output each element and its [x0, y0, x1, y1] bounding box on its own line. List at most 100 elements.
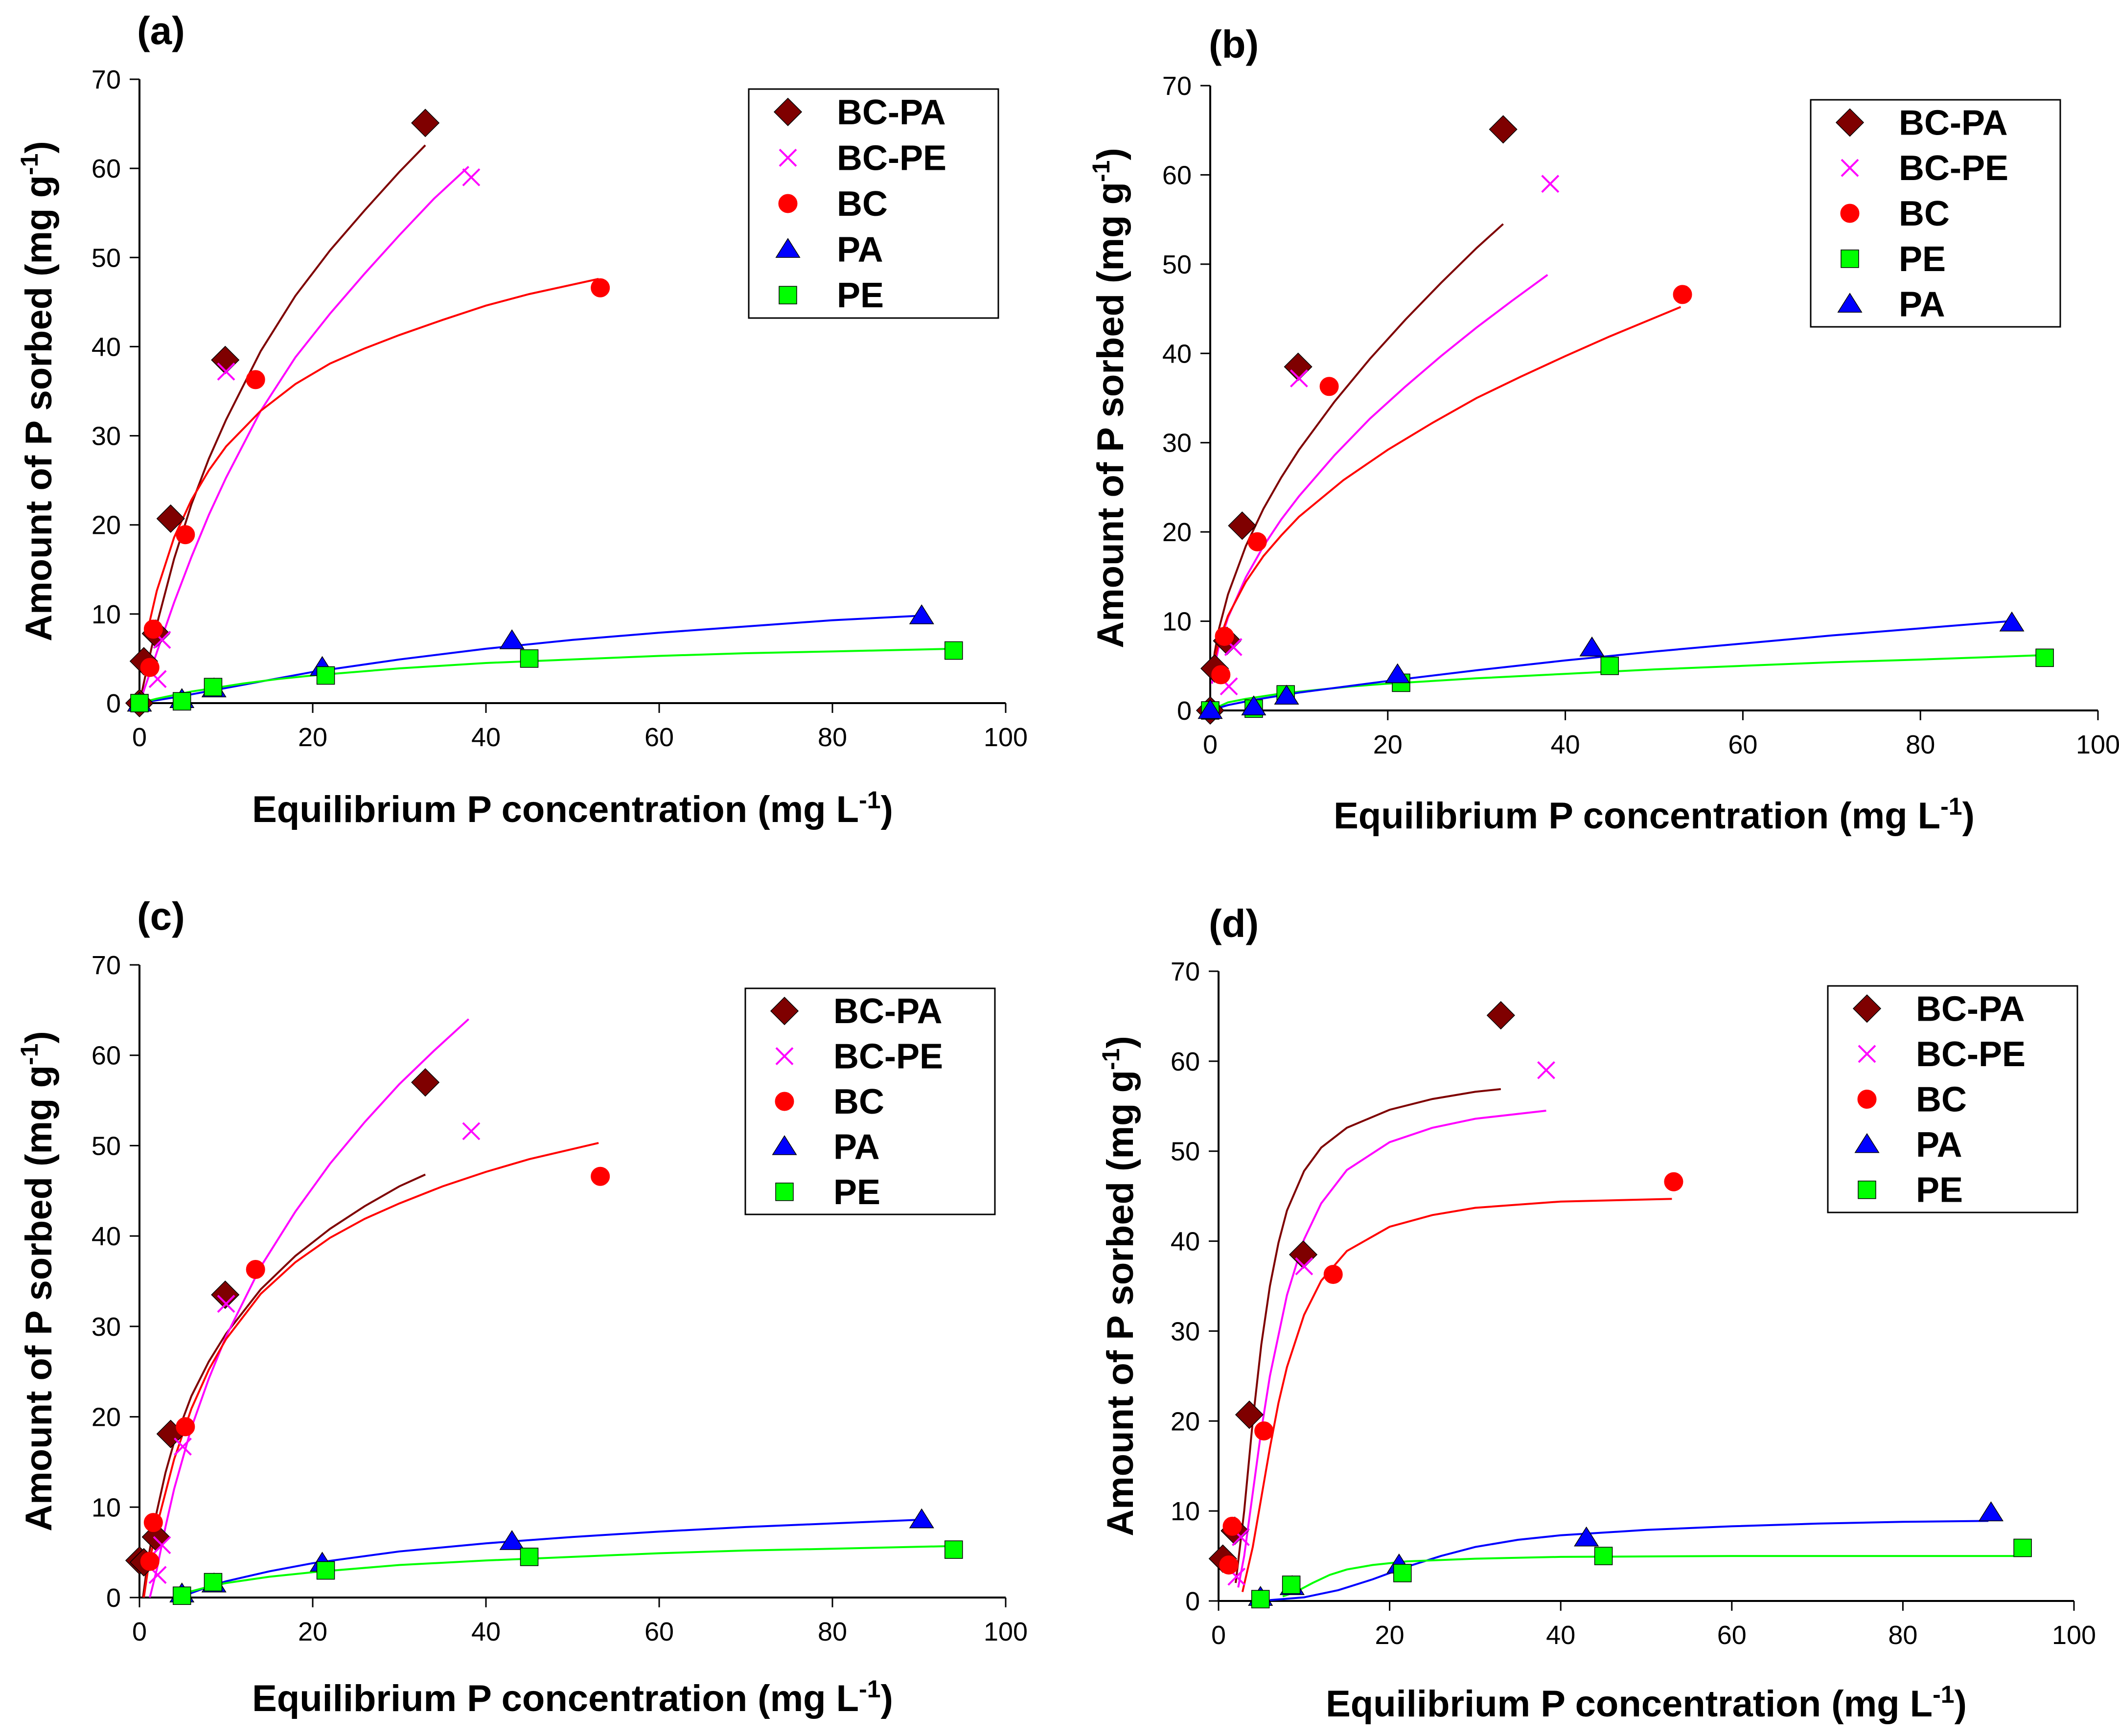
fit-curve-bc-pa: [1211, 223, 1504, 675]
series-pe: [172, 1540, 963, 1605]
legend-marker-pa: [775, 238, 801, 258]
y-tick-label: 20: [92, 511, 121, 540]
legend-marker-bc-pe: [775, 1047, 794, 1066]
y-axis-title-text: Amount of P sorbed (mg g: [1100, 1070, 1141, 1536]
data-point-bc-pe: [462, 1122, 481, 1141]
x-axis-title-superscript: -1: [1940, 793, 1962, 820]
series-bc: [140, 1166, 610, 1571]
data-point-bc: [246, 370, 265, 389]
fit-curve-bc-pe: [149, 1018, 469, 1598]
y-axis-title-superscript: -1: [1097, 1049, 1125, 1070]
y-axis-title-text: Amount of P sorbed (mg g: [1090, 182, 1131, 648]
data-point-pa: [1241, 695, 1267, 715]
series-bc-pa: [125, 109, 440, 718]
series-bc: [1211, 285, 1692, 685]
data-point-pa: [1198, 699, 1223, 719]
data-point-pa: [499, 1530, 525, 1550]
legend-label-bc-pa: BC-PA: [837, 93, 946, 132]
y-axis-title-text: Amount of P sorbed (mg g: [18, 175, 60, 641]
x-axis-title-superscript: -1: [859, 1675, 880, 1703]
data-point-bc: [1664, 1172, 1683, 1191]
chart-panel-0: (a) 0 10 20 30 40 50 60 70 0 20 40 60 80 100 Equilibriu…: [16, 9, 1028, 830]
y-axis-title-superscript: -1: [16, 154, 43, 175]
data-point-bc-pe: [217, 1295, 235, 1313]
series-pe: [130, 641, 963, 712]
x-axis-title-text: Equilibrium P concentration (mg L: [252, 1678, 859, 1719]
data-point-pe: [316, 1561, 335, 1580]
legend-marker-pa: [1837, 293, 1863, 313]
series-bc-pe: [148, 1122, 481, 1584]
x-tick-label: 0: [132, 723, 147, 752]
x-tick-label: 60: [1717, 1621, 1747, 1650]
x-tick-label: 80: [1888, 1621, 1917, 1650]
y-tick-label: 30: [92, 1312, 121, 1342]
legend-label-pa: PA: [1916, 1125, 1962, 1165]
x-tick-label: 100: [2052, 1621, 2096, 1650]
y-tick-label: 10: [92, 1493, 121, 1522]
x-tick-label: 100: [984, 1617, 1028, 1646]
data-point-bc: [1673, 285, 1692, 304]
y-tick-label: 0: [106, 689, 121, 718]
data-point-bc: [1215, 627, 1234, 646]
x-axis-title: Equilibrium P concentration (mg L-1): [1334, 793, 1975, 837]
fit-curve-bc-pe: [1211, 274, 1548, 684]
data-point-bc-pe: [153, 1536, 171, 1554]
x-tick-label: 60: [645, 1617, 674, 1646]
fit-curve-pe: [1210, 654, 2045, 710]
data-point-bc: [140, 658, 160, 677]
panel-label: (c): [137, 894, 185, 938]
legend: BC-PA BC-PE BC PA PE: [744, 987, 996, 1215]
legend: BC-PA BC-PE BC PE PA: [1810, 99, 2061, 328]
y-tick-label: 10: [92, 600, 121, 629]
series-pa: [169, 1508, 934, 1602]
fit-curve-bc: [142, 1142, 599, 1598]
chart-panel-3: (d) 0 10 20 30 40 50 60 70 0 20 40 60 80 100 Equilibriu…: [1097, 902, 2096, 1725]
data-point-pe: [1251, 1590, 1270, 1609]
data-point-bc: [1319, 377, 1339, 396]
data-point-bc: [1222, 1516, 1242, 1536]
data-point-bc: [1323, 1265, 1343, 1284]
data-point-bc: [246, 1259, 265, 1279]
y-tick-label: 50: [1162, 250, 1192, 279]
data-point-bc-pe: [1290, 369, 1308, 388]
data-point-bc-pe: [1537, 1061, 1555, 1079]
y-axis-title-close: ): [18, 141, 60, 153]
y-tick-label: 40: [92, 332, 121, 362]
legend-label-pe: PE: [1899, 240, 1946, 279]
y-tick-label: 10: [1162, 607, 1192, 637]
legend-marker-bc: [775, 1092, 794, 1111]
data-point-bc-pa: [1489, 115, 1518, 144]
series-pa: [1248, 1501, 2004, 1606]
fit-curve-bc: [1211, 306, 1681, 677]
data-point-bc-pa: [411, 109, 440, 137]
data-point-pe: [1282, 1576, 1301, 1594]
data-point-pa: [1385, 663, 1410, 684]
x-axis-title: Equilibrium P concentration (mg L-1): [252, 1675, 893, 1719]
x-tick-label: 100: [2076, 730, 2119, 759]
data-point-bc: [176, 525, 195, 545]
x-axis-title-close: ): [881, 1678, 893, 1719]
y-tick-label: 30: [1171, 1317, 1200, 1346]
series-bc-pe: [1201, 175, 1560, 720]
y-axis-title: Amount of P sorbed (mg g-1): [1087, 148, 1131, 648]
x-axis-title-close: ): [1962, 795, 1975, 837]
x-tick-label: 80: [818, 1617, 847, 1646]
data-point-bc: [1211, 665, 1231, 685]
fit-curve-bc-pa: [139, 144, 426, 703]
data-point-pe: [172, 1586, 191, 1605]
fit-curve-bc: [147, 278, 599, 629]
y-tick-label: 10: [1171, 1497, 1200, 1526]
legend-label-pe: PE: [833, 1173, 880, 1212]
data-point-pa: [1978, 1501, 2004, 1522]
data-point-pe: [130, 694, 149, 712]
data-point-bc: [591, 1166, 610, 1186]
legend-label-bc-pe: BC-PE: [1916, 1035, 2026, 1074]
y-tick-label: 50: [1171, 1137, 1200, 1166]
y-tick-label: 70: [92, 65, 121, 94]
chart-panel-2: (c) 0 10 20 30 40 50 60 70 0 20 40 60 80 100 Equilibriu…: [16, 894, 1028, 1719]
y-tick-label: 20: [1171, 1407, 1200, 1436]
fit-curve-pe: [139, 647, 954, 703]
x-tick-label: 0: [132, 1617, 147, 1646]
fit-curve-pa: [1269, 1520, 1989, 1601]
